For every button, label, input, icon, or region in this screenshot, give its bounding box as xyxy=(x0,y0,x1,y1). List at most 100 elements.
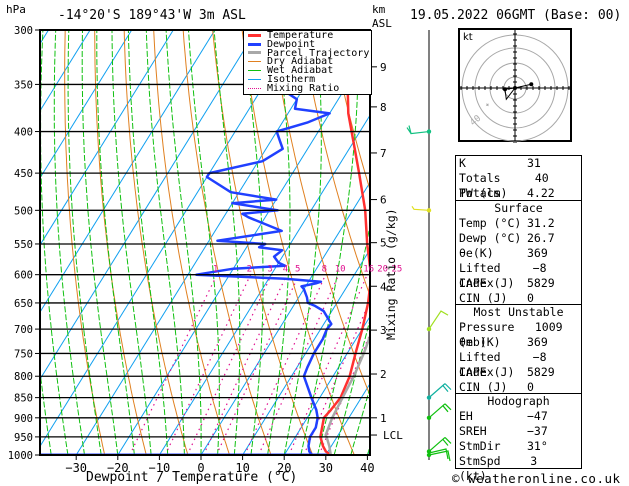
legend-swatch xyxy=(248,33,261,37)
hodograph-point xyxy=(503,87,507,92)
index-label: Dewp (°C) xyxy=(459,231,522,245)
y-tick-label: 550 xyxy=(14,239,33,251)
isotherm-line xyxy=(200,181,370,455)
legend-item: Dry Adiabat xyxy=(244,57,371,67)
mixing-ratio-label: 16 xyxy=(363,265,374,275)
wind-barb-strip xyxy=(406,30,452,462)
legend-item: Dewpoint xyxy=(244,38,371,50)
y-tick-label: 350 xyxy=(14,79,33,91)
index-label: EH xyxy=(459,409,473,423)
x-tick-label: 30 xyxy=(319,461,333,475)
index-row: K 31 xyxy=(456,156,581,171)
isotherm-line xyxy=(40,30,91,112)
wet-adiabat-line xyxy=(40,366,52,455)
km-unit-label: km xyxy=(372,3,386,16)
wind-barb xyxy=(411,205,430,211)
most-unstable-title: Most Unstable xyxy=(473,305,564,319)
x-axis-label: Dewpoint / Temperature (°C) xyxy=(86,470,298,485)
surface-index-row: CAPE (J) 5829 xyxy=(456,276,581,291)
dry-adiabat-line xyxy=(271,30,370,397)
y-tick-label: 400 xyxy=(14,127,33,139)
index-value: 0 xyxy=(527,291,534,305)
index-value: 5829 xyxy=(527,276,555,290)
hodograph-title: Hodograph xyxy=(487,394,550,408)
mixing-ratio-label: 10 xyxy=(335,265,346,275)
hodograph: kt✦40 xyxy=(458,28,572,143)
y-tick-label: 750 xyxy=(14,348,33,360)
index-value: 31° xyxy=(527,439,548,453)
isotherm-line xyxy=(40,30,133,179)
legend-label: Isotherm xyxy=(267,73,316,85)
legend: Temperature Dewpoint Parcel Trajectory Dry … xyxy=(243,30,372,95)
isotherm-line xyxy=(158,114,370,455)
y-tick-label: 850 xyxy=(14,393,33,405)
dry-adiabat-line xyxy=(64,30,106,455)
hodograph-index-row: SREH −37 xyxy=(456,424,581,439)
index-label: CIN (J) xyxy=(459,291,508,305)
mixing-ratio-label: 25 xyxy=(391,265,402,275)
mixing-ratio-label: 5 xyxy=(295,265,300,275)
wind-barb xyxy=(428,310,449,330)
indices-top-box: K 31 Totals Totals 40 PW (cm) 4.22 xyxy=(455,155,582,202)
y2-axis-label-wrap: Mixing Ratio (g/kg) xyxy=(384,208,398,340)
surface-index-row: θe(K) 369 xyxy=(456,246,581,261)
mixing-ratio-label: 20 xyxy=(377,265,388,275)
x-tick-label: 40 xyxy=(360,461,374,475)
surface-title: Surface xyxy=(494,201,543,215)
wind-barb xyxy=(428,383,452,399)
legend-item: Mixing Ratio xyxy=(244,83,371,93)
index-label: CAPE (J) xyxy=(459,365,515,379)
copyright: © weatheronline.co.uk xyxy=(452,471,621,486)
km-tick-label: 2 xyxy=(380,368,387,381)
hodograph-indices-box: Hodograph EH −47 SREH −37 StmDir 31° StmSpd (k… xyxy=(455,393,582,483)
mixing-ratio-label: 2 xyxy=(247,265,252,275)
wet-adiabat-line xyxy=(81,30,119,455)
mixing-ratio-line xyxy=(164,274,252,455)
mixing-ratio-label: 4 xyxy=(283,265,288,275)
index-value: −8 xyxy=(532,350,547,364)
index-row: Totals Totals 40 xyxy=(456,171,581,200)
y-tick-label: 900 xyxy=(14,413,33,425)
asl-unit-label: ASL xyxy=(372,17,392,30)
legend-swatch xyxy=(248,51,261,55)
x-tick-label: −10 xyxy=(149,461,171,475)
wet-adiabat-line xyxy=(145,30,185,455)
index-value: 26.7 xyxy=(527,231,555,245)
hodograph-trace xyxy=(504,83,532,101)
mixing-ratio-label: 8 xyxy=(322,265,327,275)
km-tick-label: 5 xyxy=(380,237,387,250)
hodograph-index-row: EH −47 xyxy=(456,409,581,424)
index-value: 5829 xyxy=(527,365,555,379)
legend-item: Parcel Trajectory xyxy=(244,47,371,59)
legend-item: Temperature xyxy=(244,29,371,41)
index-value: 369 xyxy=(527,335,548,349)
index-value: 31 xyxy=(527,156,541,170)
mixing-ratio-label: 1 xyxy=(213,265,218,275)
y-tick-label: 950 xyxy=(14,432,33,444)
pressure-unit-label: hPa xyxy=(6,3,26,16)
isotherm-line xyxy=(0,30,7,455)
index-label: θe(K) xyxy=(459,246,494,260)
wet-adiabat-line xyxy=(67,30,102,455)
dry-adiabat-line xyxy=(94,30,147,455)
wet-adiabat-line xyxy=(243,30,264,455)
wet-adiabat-line xyxy=(267,30,291,455)
legend-label: Parcel Trajectory xyxy=(267,47,370,59)
wind-barb xyxy=(428,437,452,452)
most-unstable-box: Most Unstable Pressure (mb) 1009 θe (K) 369… xyxy=(455,304,582,395)
series-dewpoint xyxy=(195,30,333,455)
x-tick-label: 0 xyxy=(197,461,204,475)
y-tick-label: 500 xyxy=(14,205,33,217)
index-value: 40 xyxy=(534,171,549,185)
index-value: 369 xyxy=(527,246,548,260)
index-label: θe (K) xyxy=(459,335,501,349)
most-unstable-index-row: θe (K) 369 xyxy=(456,335,581,350)
surface-box: Surface Temp (°C) 31.2 Dewp (°C) 26.7 θe(K) 3… xyxy=(455,200,582,306)
most-unstable-index-row: Lifted Index −8 xyxy=(456,350,581,379)
wet-adiabat-line xyxy=(111,30,152,455)
y2-axis-label: Mixing Ratio (g/kg) xyxy=(384,208,398,340)
legend-label: Dewpoint xyxy=(267,38,316,50)
wet-adiabat-line xyxy=(53,30,85,455)
legend-swatch xyxy=(248,78,261,80)
legend-label: Temperature xyxy=(267,29,334,41)
